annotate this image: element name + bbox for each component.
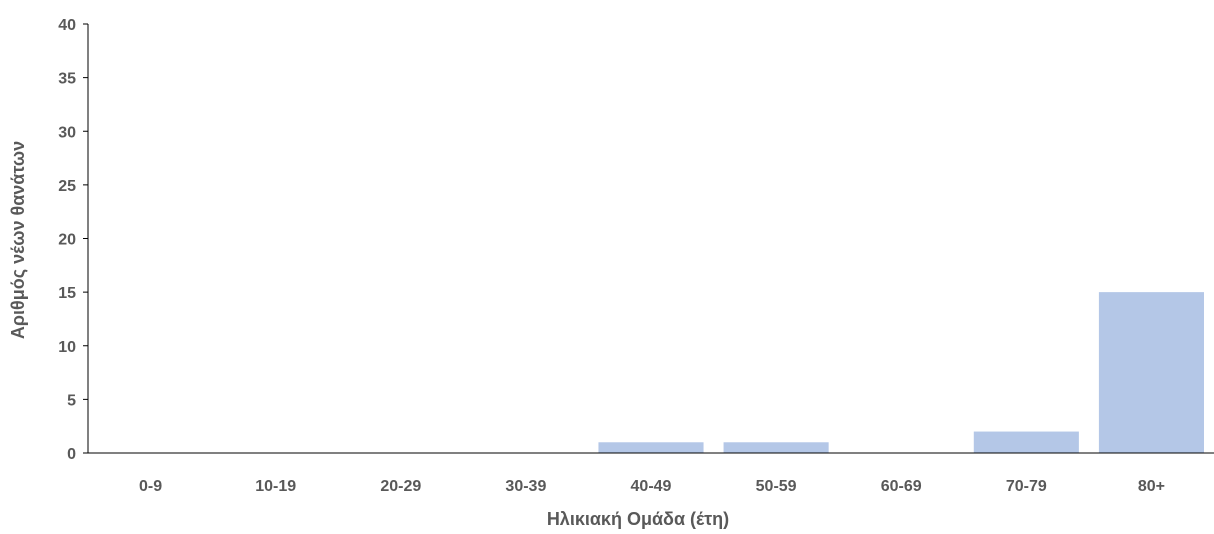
x-tick-label: 0-9: [139, 478, 162, 495]
x-tick-label: 50-59: [756, 478, 797, 495]
bar-50-59: [723, 442, 829, 453]
y-tick-label: 20: [58, 232, 76, 249]
y-axis-title: Αριθμός νέων θανάτων: [8, 141, 28, 339]
x-tick-label: 60-69: [881, 478, 922, 495]
bars-group: [598, 292, 1204, 453]
y-tick-label: 0: [67, 446, 76, 463]
x-axis-ticks: 0-9 10-19 20-29 30-39 40-49 50-59 60-69 70-79 80…: [139, 478, 1165, 495]
x-tick-label: 80+: [1138, 478, 1165, 495]
y-tick-label: 35: [58, 71, 76, 88]
bar-40-49: [598, 442, 704, 453]
x-axis-title: Ηλικιακή Ομάδα (έτη): [547, 509, 729, 529]
x-tick-label: 10-19: [255, 478, 296, 495]
x-tick-label: 30-39: [505, 478, 546, 495]
y-tick-label: 5: [67, 392, 76, 409]
x-tick-label: 40-49: [631, 478, 672, 495]
x-tick-label: 20-29: [380, 478, 421, 495]
y-tick-label: 10: [58, 339, 76, 356]
x-tick-label: 70-79: [1006, 478, 1047, 495]
y-axis-ticks: 0 5 10 15 20 25 30 35 40: [58, 17, 88, 463]
bar-80+: [1098, 292, 1204, 453]
y-tick-label: 30: [58, 124, 76, 141]
y-tick-label: 40: [58, 17, 76, 34]
y-tick-label: 15: [58, 285, 76, 302]
bar-70-79: [973, 431, 1079, 453]
y-tick-label: 25: [58, 178, 76, 195]
